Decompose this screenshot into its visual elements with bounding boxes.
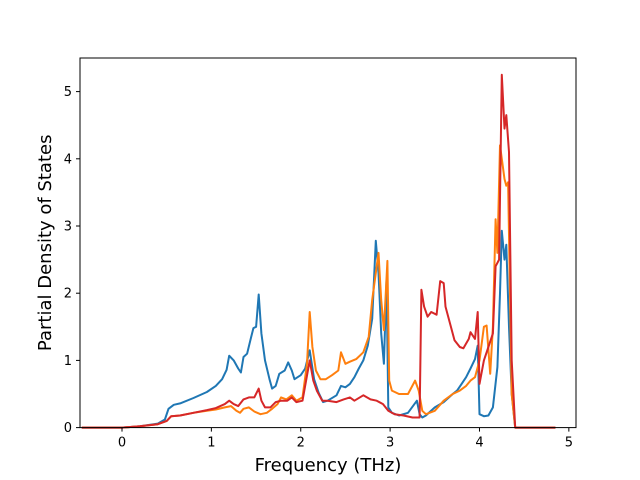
x-tick-label: 0 xyxy=(118,436,126,451)
y-axis-ticks: 0 1 2 3 4 5 xyxy=(64,85,80,436)
x-tick-label: 1 xyxy=(207,436,215,451)
y-axis-label: Partial Density of States xyxy=(35,135,56,352)
series-lines xyxy=(81,73,556,429)
x-tick-label: 4 xyxy=(475,436,483,451)
plot-frame xyxy=(79,57,577,429)
y-tick-label: 0 xyxy=(64,421,72,436)
x-axis-label: Frequency (THz) xyxy=(255,455,402,476)
series-line-2 xyxy=(81,144,556,429)
x-tick-label: 5 xyxy=(565,436,573,451)
y-tick-label: 2 xyxy=(64,287,72,302)
x-tick-label: 2 xyxy=(297,436,305,451)
series-line-1 xyxy=(81,229,556,429)
x-axis-ticks: 0 1 2 3 4 5 xyxy=(118,427,573,451)
y-tick-label: 1 xyxy=(64,354,72,369)
y-tick-label: 3 xyxy=(64,220,72,235)
series-line-3 xyxy=(81,73,556,429)
x-tick-label: 3 xyxy=(386,436,394,451)
y-tick-label: 4 xyxy=(64,152,72,167)
y-tick-label: 5 xyxy=(64,85,72,100)
